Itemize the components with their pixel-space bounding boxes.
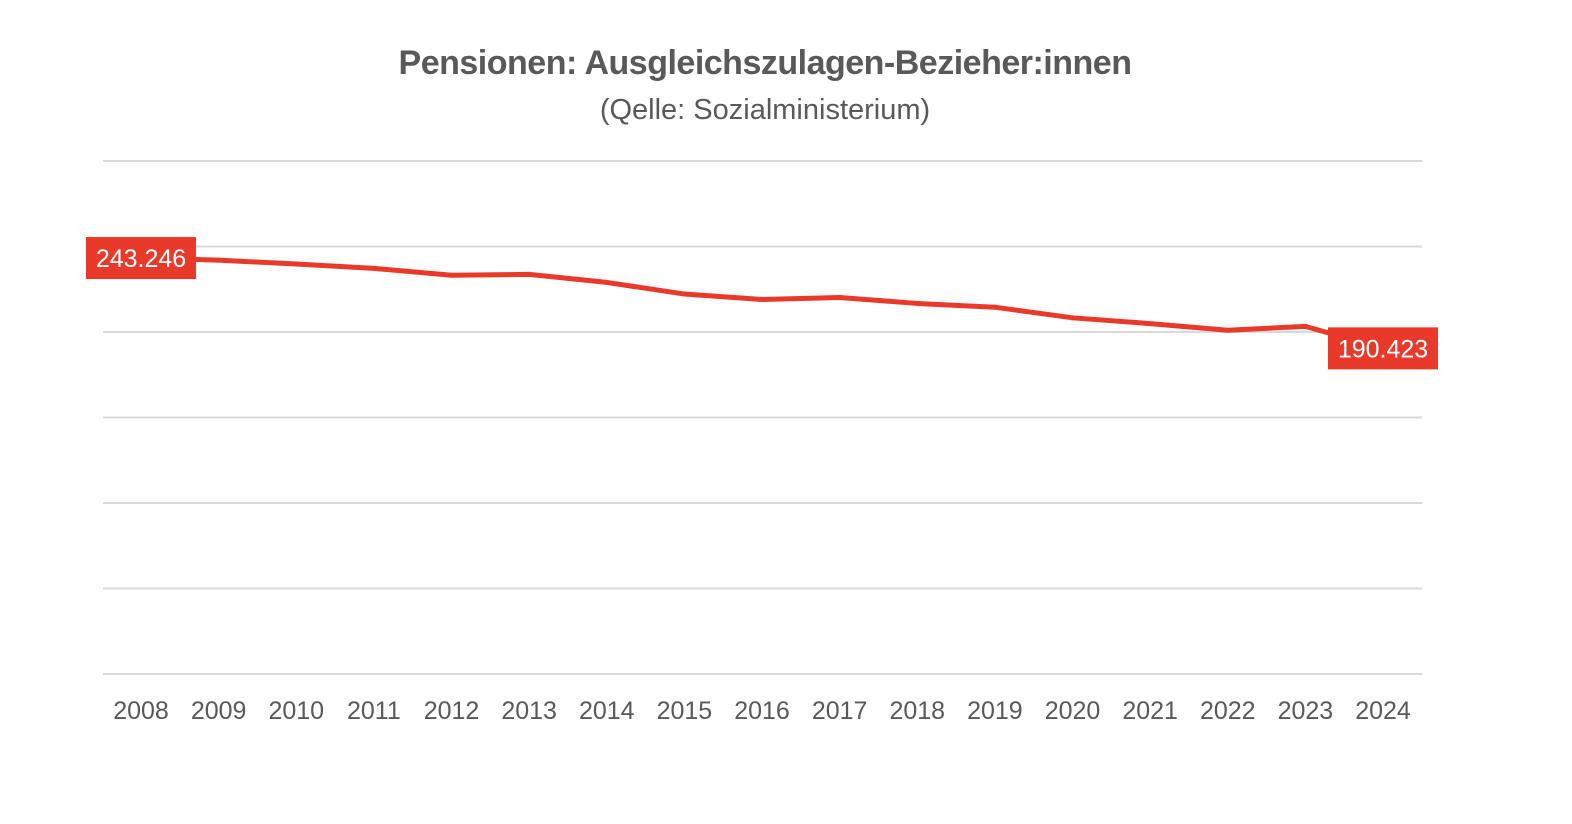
data-point [216, 257, 222, 263]
x-tick-label: 2015 [657, 697, 713, 725]
x-tick-label: 2009 [191, 697, 247, 725]
x-tick-label: 2016 [734, 697, 790, 725]
x-tick-label: 2019 [967, 697, 1023, 725]
x-tick-label: 2024 [1355, 697, 1411, 725]
x-tick-label: 2011 [347, 697, 401, 725]
series-line-group [138, 255, 1386, 351]
data-label-text: 243.246 [96, 245, 186, 273]
data-label: 190.423 [1328, 327, 1438, 370]
data-labels: 243.246 190.423 [86, 237, 1438, 370]
x-tick-label: 2022 [1200, 697, 1256, 725]
x-axis-tick-labels: 2008 2009 2010 2011 2012 2013 2014 2015 2016 2017… [113, 697, 1411, 725]
x-tick-label: 2008 [113, 697, 169, 725]
data-point [1147, 321, 1153, 327]
chart-subtitle: (Qelle: Sozialministerium) [599, 94, 931, 126]
series-line [138, 255, 1386, 351]
data-point [681, 291, 687, 297]
data-point [992, 304, 998, 310]
data-point [371, 265, 377, 271]
x-tick-label: 2014 [579, 697, 635, 725]
data-label: 243.246 [86, 237, 196, 280]
data-label-background [1328, 327, 1438, 370]
gridlines [103, 160, 1422, 675]
x-tick-label: 2013 [501, 697, 557, 725]
data-point [837, 294, 843, 300]
x-tick-label: 2020 [1045, 697, 1101, 725]
data-point [914, 300, 920, 306]
x-tick-label: 2010 [268, 697, 324, 725]
data-point [759, 297, 765, 303]
data-label-background [86, 237, 196, 280]
data-label-text: 190.423 [1338, 335, 1428, 363]
data-point [293, 261, 299, 267]
x-tick-label: 2012 [424, 697, 480, 725]
x-tick-label: 2018 [889, 697, 945, 725]
data-point [526, 271, 532, 277]
data-point [1070, 315, 1075, 321]
data-point [1225, 327, 1231, 333]
x-tick-label: 2021 [1122, 697, 1178, 725]
data-point [604, 279, 610, 285]
x-tick-label: 2017 [812, 697, 868, 725]
chart-title: Pensionen: Ausgleichszulagen-Bezieher:in… [398, 44, 1132, 82]
x-tick-label: 2023 [1278, 697, 1334, 725]
data-point [1302, 323, 1308, 329]
data-point [449, 272, 454, 278]
